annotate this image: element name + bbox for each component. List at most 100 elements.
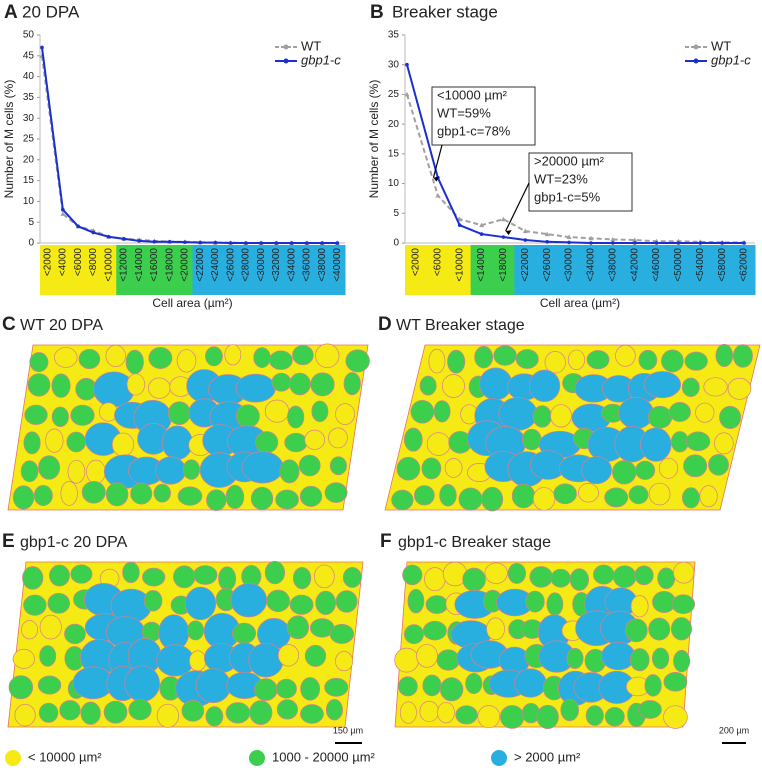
cell <box>629 648 650 672</box>
legend-swatch <box>249 750 265 766</box>
cell <box>8 675 34 700</box>
panel-letter: F <box>380 531 392 552</box>
point <box>40 45 44 50</box>
cell <box>407 588 425 614</box>
category-band <box>253 245 270 295</box>
cell <box>176 349 197 373</box>
cell <box>525 590 545 613</box>
cell <box>343 372 361 396</box>
cell <box>657 567 676 590</box>
annotation-text: WT=23% <box>534 171 588 186</box>
point <box>404 91 410 97</box>
point <box>213 240 218 245</box>
cell <box>458 487 483 511</box>
cell <box>511 483 536 509</box>
cell <box>648 482 671 506</box>
category-band <box>238 245 254 295</box>
x-tick-label: <10000 <box>454 248 465 282</box>
point <box>61 207 65 212</box>
cell <box>396 456 421 481</box>
point <box>76 224 80 229</box>
cell <box>241 451 284 484</box>
cell <box>439 484 457 507</box>
cell <box>218 566 237 591</box>
annotation-text: WT=59% <box>437 105 491 120</box>
cell <box>685 431 711 452</box>
category-band <box>162 245 178 295</box>
cell <box>24 404 48 425</box>
annotation-arrow <box>432 144 443 178</box>
legend-label: 1000 - 20000 µm² <box>272 749 376 764</box>
cell <box>404 624 424 645</box>
cell <box>324 677 349 697</box>
point <box>228 241 233 245</box>
cell <box>528 369 561 403</box>
cell <box>578 483 599 503</box>
legend-label: < 10000 µm² <box>28 749 102 764</box>
cell <box>86 459 106 484</box>
cell <box>425 595 449 614</box>
cell <box>651 647 670 670</box>
cell <box>153 483 171 503</box>
point <box>198 240 202 245</box>
x-tick-label: <14000 <box>476 248 487 282</box>
category-band <box>667 245 690 295</box>
cell <box>601 641 636 671</box>
cell <box>441 374 465 398</box>
cell <box>111 432 135 457</box>
cell <box>254 678 278 701</box>
cell <box>276 699 298 720</box>
cell <box>612 460 637 485</box>
cell <box>670 617 692 641</box>
cell <box>304 429 325 450</box>
cell <box>329 456 347 476</box>
cell <box>37 675 62 695</box>
cell <box>640 427 672 462</box>
cell <box>486 617 505 641</box>
point <box>305 241 309 245</box>
cell <box>544 351 566 374</box>
point <box>435 192 441 198</box>
cell <box>66 431 86 453</box>
cell <box>300 677 321 701</box>
panel-letter: B <box>370 2 384 23</box>
cell <box>569 568 589 591</box>
x-tick-label: <6000 <box>73 248 84 277</box>
x-tick-label: <12000 <box>119 248 130 282</box>
panel-letter: D <box>378 314 392 335</box>
legend-label: gbp1-c <box>301 52 341 67</box>
cell <box>225 702 251 724</box>
x-tick-label: <4000 <box>58 248 69 277</box>
cell <box>315 343 340 368</box>
cell <box>70 564 93 584</box>
annotation-text: >20000 µm² <box>534 153 605 168</box>
cell <box>437 701 455 724</box>
cell <box>232 622 257 644</box>
cell <box>566 647 584 669</box>
cell <box>699 485 718 508</box>
cell <box>465 673 483 695</box>
cell <box>324 482 348 503</box>
cell <box>612 565 637 588</box>
x-tick-label: <2000 <box>411 248 422 277</box>
legend-label: > 2000 µm² <box>514 749 581 764</box>
cell <box>125 349 144 375</box>
cell <box>426 432 451 456</box>
category-band <box>405 245 428 295</box>
x-tick-label: <38000 <box>607 248 618 282</box>
x-tick-label: <50000 <box>673 248 684 282</box>
panel-title: gbp1-c 20 DPA <box>20 534 128 551</box>
cell-maps <box>7 343 761 730</box>
x-tick-label: <40000 <box>332 248 343 282</box>
panel-letter: E <box>2 531 15 552</box>
point <box>676 241 681 245</box>
cell <box>187 620 205 641</box>
category-band <box>192 245 209 295</box>
cell <box>644 674 662 697</box>
x-tick-label: <24000 <box>210 248 221 282</box>
x-tick-label: <10000 <box>103 248 114 282</box>
cell <box>515 349 539 369</box>
category-band <box>448 245 472 295</box>
x-tick-label: <6000 <box>432 248 443 277</box>
